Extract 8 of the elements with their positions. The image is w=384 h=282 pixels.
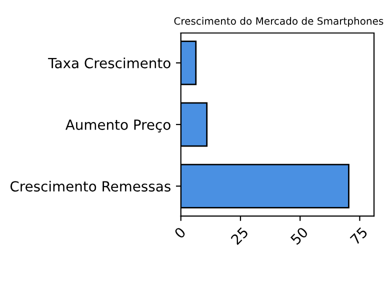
x-tick-label: 0: [174, 226, 186, 239]
y-tick-label: Aumento Preço: [66, 120, 170, 132]
x-tick-label: 25: [230, 226, 249, 246]
chart-title: Crescimento do Mercado de Smartphones: [174, 17, 384, 27]
y-tick-label: Crescimento Remessas: [10, 180, 170, 192]
x-tick-label: 75: [350, 226, 368, 246]
y-tick-label: Taxa Crescimento: [48, 58, 170, 68]
x-tick-label: 50: [290, 226, 309, 246]
